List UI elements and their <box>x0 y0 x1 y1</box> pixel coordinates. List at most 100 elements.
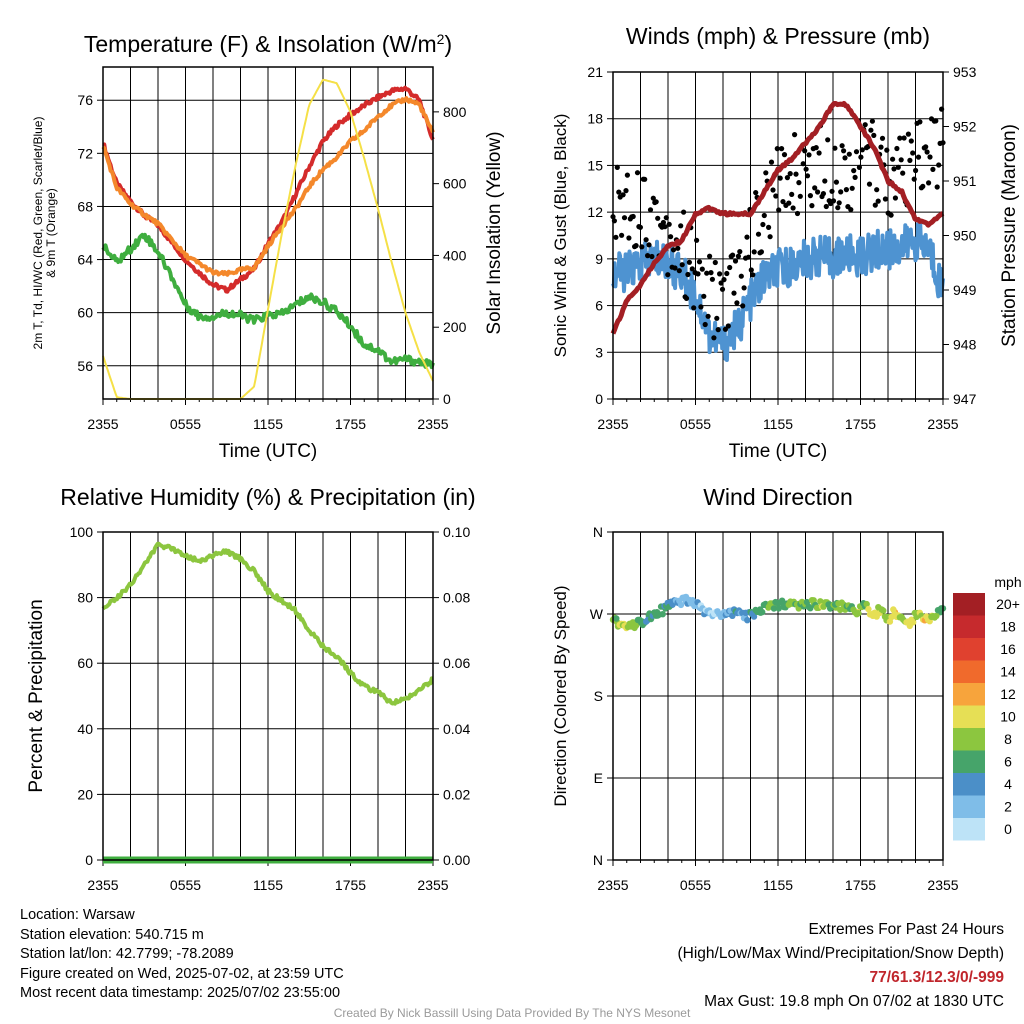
gust-point <box>727 264 733 271</box>
gust-point <box>905 131 912 137</box>
gust-point <box>626 235 632 241</box>
gust-point <box>894 145 900 152</box>
gust-point <box>815 189 821 195</box>
y2-tick-label: 953 <box>953 64 977 80</box>
y2-tick-label: 948 <box>953 337 977 353</box>
direction-point <box>838 599 845 606</box>
gust-point <box>813 145 819 151</box>
y2-tick-label: 600 <box>443 176 467 192</box>
gust-point <box>763 170 769 176</box>
direction-point <box>778 597 786 604</box>
gust-point <box>735 253 742 259</box>
colorbar-swatch <box>953 773 985 796</box>
gust-point <box>858 154 864 160</box>
gust-point <box>634 170 641 176</box>
gust-point <box>685 271 691 278</box>
station-info: Location: Warsaw Station elevation: 540.… <box>20 906 344 1004</box>
gust-point <box>649 253 655 260</box>
colorbar-label: 14 <box>1000 664 1016 680</box>
humidity-line <box>101 541 434 706</box>
y2-tick-label: 0.08 <box>443 590 470 606</box>
gust-point <box>731 290 737 296</box>
x-tick-label: 1155 <box>763 416 793 432</box>
gust-point <box>633 243 639 249</box>
gust-point <box>721 277 727 283</box>
gust-point <box>872 202 878 208</box>
plot-frame <box>612 531 944 861</box>
gust-point <box>705 313 711 319</box>
gust-point <box>879 135 886 141</box>
x-tick-label: 0555 <box>680 416 711 432</box>
gust-point <box>796 180 802 186</box>
gust-point <box>624 172 631 178</box>
colorbar-label: 20+ <box>996 596 1020 612</box>
x-tick-label: 2355 <box>417 877 448 893</box>
gust-point <box>696 259 703 265</box>
y-tick-label: N <box>593 852 603 868</box>
gust-point <box>823 203 829 210</box>
gust-point <box>655 215 661 221</box>
y-tick-label: 15 <box>587 157 603 173</box>
gust-point <box>780 199 786 205</box>
x-tick-label: 2355 <box>927 416 958 432</box>
y2-tick-label: 949 <box>953 282 977 298</box>
y-axis-label: 2m T, Td, HI/WC (Red, Green, Scarlet/Blu… <box>31 117 58 350</box>
speed-colorbar: mph 20+ 18 16 14 12 10 8 6 4 2 0 <box>953 574 1022 841</box>
gust-point <box>866 181 873 187</box>
gust-point <box>725 323 731 329</box>
direction-point <box>770 605 778 612</box>
gust-point <box>686 259 693 265</box>
gust-point <box>804 173 811 179</box>
gust-point <box>750 272 756 278</box>
y-axis-label-line2: & 9m T (Orange) <box>44 188 58 278</box>
gust-point <box>787 171 793 177</box>
gust-point <box>711 335 717 341</box>
station-latlon: Station lat/lon: 42.7799; -78.2089 <box>20 946 234 962</box>
direction-point <box>744 617 751 624</box>
y-tick-label: 0 <box>85 852 93 868</box>
y2-tick-label: 0.02 <box>443 786 470 802</box>
gust-point <box>653 199 659 205</box>
y-tick-label: 100 <box>70 524 94 540</box>
gust-point <box>825 137 831 143</box>
gust-point <box>672 265 678 271</box>
gust-point <box>766 224 772 230</box>
gust-point <box>797 193 803 199</box>
x-tick-label: 2355 <box>597 416 628 432</box>
direction-point <box>880 607 887 614</box>
direction-point <box>910 619 917 626</box>
gust-point <box>738 273 744 279</box>
gust-point <box>784 175 791 181</box>
direction-point <box>750 613 758 620</box>
gust-point <box>816 150 822 156</box>
y-axis-label: Sonic Wind & Gust (Blue, Black) <box>551 114 570 358</box>
gust-point <box>809 203 815 209</box>
gust-point <box>888 212 894 218</box>
gust-point <box>884 147 890 153</box>
direction-point <box>865 605 872 613</box>
gust-point <box>786 200 792 206</box>
colorbar-swatch <box>953 615 985 638</box>
y-tick-label: 3 <box>595 344 603 360</box>
gust-point <box>637 224 644 230</box>
y-tick-label: 64 <box>77 252 93 268</box>
gust-point <box>846 151 852 157</box>
gust-point <box>616 189 622 195</box>
gust-point <box>662 224 668 230</box>
gust-point <box>890 156 896 162</box>
gust-point <box>882 196 889 202</box>
credit-line: Created By Nick Bassill Using Data Provi… <box>333 1006 691 1020</box>
gust-point <box>793 171 799 177</box>
gust-point <box>751 249 757 255</box>
direction-point <box>633 622 640 629</box>
gust-point <box>643 237 649 243</box>
gust-point <box>802 148 808 154</box>
gust-point <box>900 170 906 176</box>
gust-point <box>755 231 762 237</box>
direction-point <box>807 605 814 612</box>
y-tick-label: W <box>590 606 604 622</box>
colorbar-label: 10 <box>1000 709 1016 725</box>
title-suffix: ) <box>444 31 452 57</box>
sonic-wind-line <box>611 221 945 362</box>
